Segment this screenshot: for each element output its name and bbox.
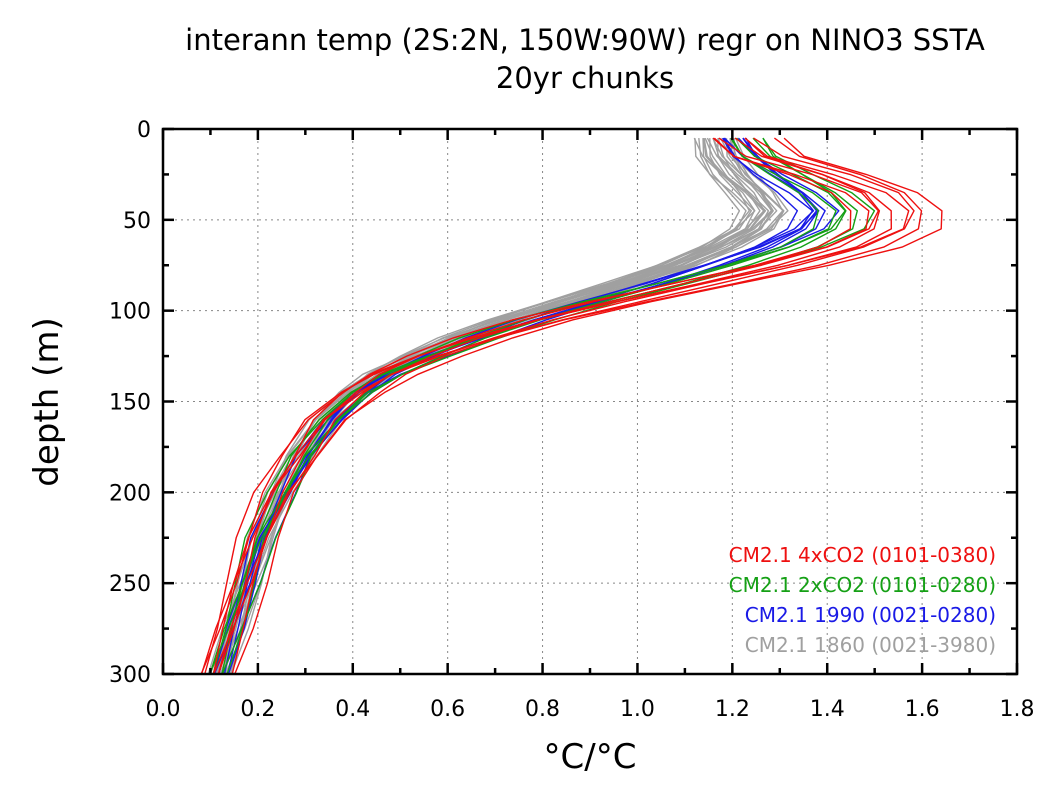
series-line [221, 137, 789, 675]
series-line [216, 138, 747, 675]
series-line [218, 137, 798, 675]
series-line [209, 138, 752, 675]
legend-entry: CM2.1 4xCO2 (0101-0380) [729, 543, 996, 567]
series-line [209, 137, 837, 675]
series-line [219, 138, 756, 675]
x-tick-label: 1.2 [715, 697, 750, 722]
x-tick-label: 1.8 [1000, 697, 1035, 722]
plot-lines [200, 137, 943, 675]
y-tick-label: 250 [109, 572, 151, 597]
y-tick-label: 0 [137, 118, 151, 143]
series-line [229, 137, 774, 675]
chart-title: interann temp (2S:2N, 150W:90W) regr on … [185, 23, 985, 57]
series-line [217, 137, 892, 675]
x-tick-label: 1.4 [810, 697, 845, 722]
y-axis-title: depth (m) [27, 317, 67, 486]
series-line [213, 137, 910, 675]
series-line [213, 137, 814, 675]
x-tick-label: 0.8 [525, 697, 560, 722]
series-line [224, 138, 784, 675]
legend-entry: CM2.1 1990 (0021-0280) [745, 603, 996, 627]
series-line [204, 137, 852, 675]
series-line [231, 137, 784, 675]
y-tick-label: 300 [109, 663, 151, 688]
series-line [212, 137, 881, 675]
x-tick-label: 1.0 [620, 697, 655, 722]
y-tick-labels: 0 50 100 150 200 250 300 [109, 118, 151, 688]
series-line [217, 137, 773, 675]
series-line [214, 137, 765, 675]
series-line [212, 138, 765, 675]
x-tick-label: 0.6 [430, 697, 465, 722]
x-tick-label: 0.4 [335, 697, 370, 722]
y-tick-label: 100 [109, 300, 151, 325]
y-tick-label: 50 [123, 209, 151, 234]
x-tick-labels: 0.0 0.2 0.4 0.6 0.8 1.0 1.2 1.4 1.6 1.8 [146, 697, 1035, 722]
series-line [212, 137, 767, 675]
series-line [215, 138, 741, 675]
series-line [216, 137, 778, 675]
series-line [230, 138, 785, 675]
axis-ticks [161, 127, 1019, 676]
series-line [213, 137, 815, 675]
legend: CM2.1 4xCO2 (0101-0380) CM2.1 2xCO2 (0101… [729, 543, 996, 657]
series-line [217, 137, 750, 675]
series-line [224, 137, 761, 675]
legend-entry: CM2.1 1860 (0021-3980) [745, 633, 996, 657]
series-line [200, 137, 870, 675]
series-line [230, 137, 773, 675]
series-line [234, 137, 943, 675]
series-line [231, 137, 923, 675]
x-axis-title: °C/°C [544, 737, 637, 777]
series-line [207, 137, 756, 675]
y-tick-label: 200 [109, 481, 151, 506]
series-line [222, 138, 770, 675]
series-group [200, 137, 943, 675]
x-tick-label: 0.0 [146, 697, 181, 722]
series-line [222, 137, 774, 675]
chart-subtitle: 20yr chunks [496, 61, 674, 95]
series-line [212, 137, 819, 675]
legend-entry: CM2.1 2xCO2 (0101-0280) [729, 573, 996, 597]
series-group [207, 137, 789, 675]
y-tick-label: 150 [109, 391, 151, 416]
x-tick-label: 1.6 [905, 697, 940, 722]
x-tick-label: 0.2 [240, 697, 275, 722]
